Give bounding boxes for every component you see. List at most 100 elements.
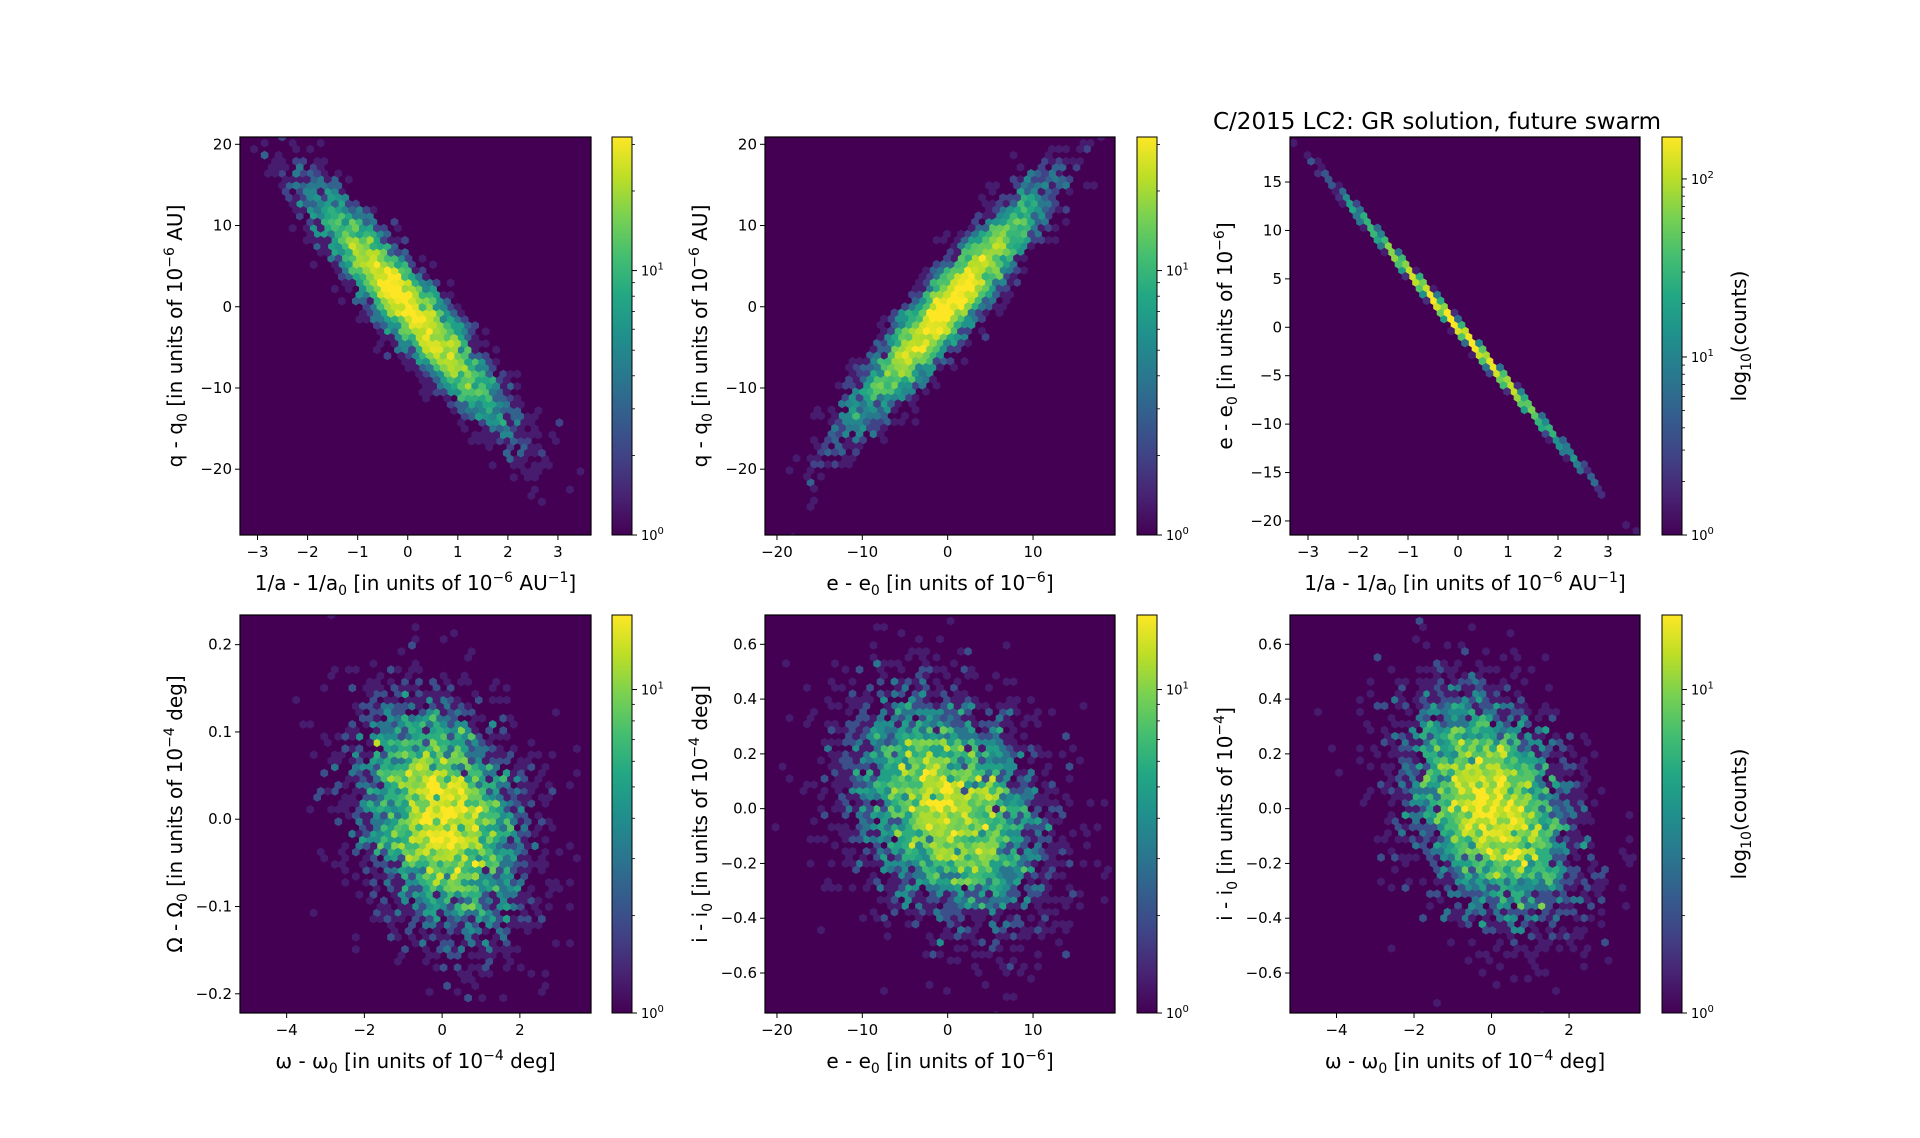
hex-cell — [362, 768, 371, 778]
hex-cell — [313, 156, 321, 166]
hex-cell — [1020, 804, 1028, 814]
hex-cell — [880, 804, 888, 814]
hex-cell — [1552, 768, 1560, 777]
hex-cell — [985, 950, 993, 959]
hex-cell — [404, 315, 413, 324]
hex-cell — [929, 290, 937, 299]
hex-cell — [520, 823, 529, 833]
hex-cell — [478, 835, 486, 845]
hex-cell — [911, 356, 920, 366]
hex-cell — [457, 381, 465, 391]
hex-cell — [355, 805, 364, 814]
hex-cell — [394, 786, 402, 796]
hex-cell — [817, 925, 825, 935]
hex-cell — [1408, 798, 1417, 808]
hex-cell — [1027, 853, 1035, 862]
hex-cell — [1541, 895, 1550, 905]
hex-cell — [1496, 363, 1504, 372]
hex-cell — [1573, 792, 1581, 802]
x-tick-label: 2 — [515, 1021, 525, 1039]
hex-cell — [985, 828, 993, 838]
hex-cell — [915, 647, 923, 656]
hex-cell — [1405, 719, 1413, 729]
hex-cell — [859, 719, 867, 729]
hex-cell — [369, 720, 378, 729]
hex-cell — [939, 235, 948, 245]
hex-cell — [1398, 768, 1406, 777]
hex-cell — [929, 363, 937, 372]
hex-cell — [1405, 707, 1413, 717]
hex-cell — [1002, 786, 1011, 796]
hex-cell — [1023, 931, 1032, 941]
hex-cell — [1471, 871, 1480, 881]
hex-cell — [939, 774, 948, 784]
hex-cell — [309, 235, 318, 245]
hex-cell — [1541, 859, 1550, 868]
hex-cell — [439, 744, 448, 754]
hex-cell — [1387, 883, 1396, 893]
hex-cell — [513, 369, 522, 379]
hex-cell — [988, 786, 997, 796]
hex-cell — [820, 774, 829, 784]
hex-cell — [1457, 320, 1466, 330]
hex-cell — [1457, 774, 1466, 784]
hex-cell — [1034, 792, 1042, 802]
hex-cell — [992, 719, 1000, 729]
hex-cell — [985, 302, 993, 312]
hex-cell — [327, 217, 336, 227]
hex-cell — [439, 634, 448, 644]
hex-cell — [810, 816, 818, 826]
hex-cell — [953, 308, 962, 318]
hex-cell — [866, 828, 874, 838]
hex-cell — [506, 835, 515, 845]
hex-cell — [1492, 980, 1501, 990]
hex-cell — [904, 762, 913, 771]
hex-cell — [908, 731, 916, 741]
hex-cell — [1531, 731, 1539, 741]
hex-cell — [981, 834, 990, 844]
hex-cell — [397, 302, 406, 312]
hex-cell — [450, 799, 458, 808]
hex-cell — [481, 375, 490, 385]
hex-cell — [1510, 938, 1518, 947]
hex-cell — [1454, 792, 1462, 802]
hex-cell — [904, 356, 913, 366]
hex-cell — [908, 647, 916, 656]
hex-cell — [334, 805, 343, 814]
hex-cell — [492, 859, 500, 869]
hex-cell — [345, 799, 353, 808]
hex-cell — [953, 931, 962, 941]
hex-cell — [390, 315, 399, 324]
hex-cell — [538, 497, 546, 507]
hex-cell — [418, 339, 427, 349]
hex-cell — [929, 877, 937, 887]
hex-cell — [380, 333, 388, 342]
hex-cell — [1545, 925, 1553, 935]
hex-cell — [1461, 889, 1469, 899]
hex-cell — [922, 278, 930, 287]
hex-cell — [369, 841, 378, 851]
hex-cell — [1517, 901, 1525, 911]
hex-cell — [1464, 834, 1473, 844]
hex-cell — [1433, 780, 1441, 790]
hex-cell — [436, 713, 444, 723]
hex-cell — [922, 314, 930, 324]
hex-cell — [904, 750, 913, 759]
hex-cell — [967, 665, 976, 674]
y-tick-label: 10 — [1263, 221, 1282, 239]
y-tick-label: −10 — [1250, 415, 1282, 433]
hex-cell — [457, 701, 465, 711]
hex-cell — [901, 756, 909, 765]
hex-cell — [999, 768, 1007, 777]
hex-cell — [485, 774, 493, 784]
hex-cell — [964, 229, 972, 239]
hex-cell — [299, 181, 307, 190]
hex-cell — [1471, 883, 1480, 893]
colorbar-tick-label: 100 — [1166, 1004, 1189, 1022]
hex-cell — [502, 926, 511, 936]
hex-cell — [488, 805, 497, 814]
hex-cell — [418, 363, 427, 373]
hex-cell — [925, 737, 934, 747]
hex-cell — [1573, 828, 1581, 838]
hex-cell — [439, 671, 448, 681]
